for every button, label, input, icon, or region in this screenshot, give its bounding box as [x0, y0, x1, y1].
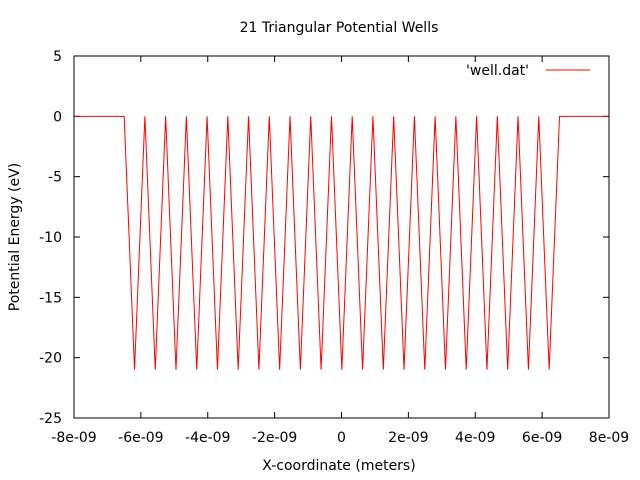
- y-tick-label: -5: [48, 170, 62, 186]
- y-tick-label: -15: [39, 290, 62, 306]
- tick-labels: -8e-09 -6e-09 -4e-09 -2e-09 0 2e-09 4e-09 6e-09…: [39, 49, 629, 446]
- x-tick-label: 4e-09: [455, 430, 495, 446]
- legend-label: 'well.dat': [466, 63, 529, 79]
- y-tick-label: -25: [39, 411, 62, 427]
- series-line: [74, 115, 609, 370]
- x-tick-label: 6e-09: [522, 430, 562, 446]
- x-tick-label: -8e-09: [51, 430, 96, 446]
- y-axis-label: Potential Energy (eV): [7, 163, 23, 311]
- chart-title: 21 Triangular Potential Wells: [240, 20, 439, 36]
- x-tick-label: -4e-09: [185, 430, 230, 446]
- x-tick-label: 2e-09: [388, 430, 428, 446]
- x-tick-label: 0: [337, 430, 346, 446]
- y-tick-label: 0: [53, 109, 62, 125]
- x-tick-label: -6e-09: [118, 430, 163, 446]
- y-tick-label: -10: [39, 230, 62, 246]
- x-tick-label: 8e-09: [589, 430, 629, 446]
- x-axis-label: X-coordinate (meters): [262, 458, 415, 474]
- y-tick-label: -20: [39, 351, 62, 367]
- plot-area-frame: [73, 55, 610, 419]
- y-tick-label: 5: [53, 49, 62, 65]
- series-group: [74, 115, 609, 370]
- legend: 'well.dat': [466, 63, 590, 79]
- x-tick-label: -2e-09: [252, 430, 297, 446]
